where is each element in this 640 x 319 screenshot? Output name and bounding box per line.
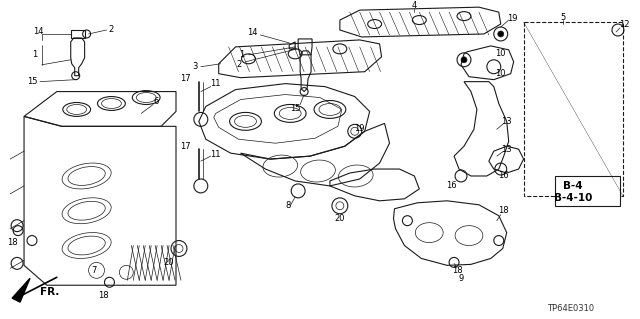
Text: B-4-10: B-4-10	[554, 193, 593, 203]
Text: 2: 2	[236, 60, 241, 69]
Text: 18: 18	[499, 206, 509, 215]
Text: 15: 15	[290, 104, 300, 113]
Text: 14: 14	[247, 28, 258, 37]
Text: TP64E0310: TP64E0310	[547, 304, 594, 313]
Text: 20: 20	[335, 214, 345, 223]
Text: 1: 1	[33, 50, 38, 59]
Text: 3: 3	[192, 62, 198, 71]
Text: 15: 15	[27, 77, 37, 86]
Bar	[556, 176, 620, 206]
Text: 5: 5	[561, 12, 566, 22]
Polygon shape	[12, 278, 30, 302]
Text: 17: 17	[180, 142, 191, 151]
Text: 6: 6	[154, 97, 159, 106]
Text: 16: 16	[446, 182, 456, 190]
Text: 18: 18	[452, 266, 462, 275]
Text: 12: 12	[619, 19, 629, 28]
Text: 14: 14	[33, 27, 43, 36]
Text: 9: 9	[458, 274, 463, 283]
Text: 8: 8	[285, 201, 291, 210]
Text: 19: 19	[355, 124, 365, 133]
Circle shape	[461, 57, 467, 63]
Text: 13: 13	[501, 145, 512, 154]
Text: 11: 11	[211, 79, 221, 88]
Text: 18: 18	[98, 291, 109, 300]
Text: 18: 18	[7, 238, 17, 247]
Circle shape	[498, 31, 504, 37]
Text: 13: 13	[501, 117, 512, 126]
Text: 11: 11	[211, 150, 221, 159]
Text: 19: 19	[508, 14, 518, 23]
Text: 10: 10	[495, 49, 506, 58]
Text: 16: 16	[499, 172, 509, 181]
Text: 10: 10	[495, 69, 506, 78]
Text: FR.: FR.	[40, 287, 60, 297]
Text: B-4: B-4	[563, 181, 583, 191]
Text: 2: 2	[109, 26, 114, 34]
Text: 20: 20	[164, 258, 174, 267]
Bar	[524, 22, 623, 196]
Text: 4: 4	[412, 1, 417, 10]
Text: 17: 17	[180, 74, 191, 83]
Text: 7: 7	[91, 266, 96, 275]
Text: 1: 1	[239, 50, 244, 59]
